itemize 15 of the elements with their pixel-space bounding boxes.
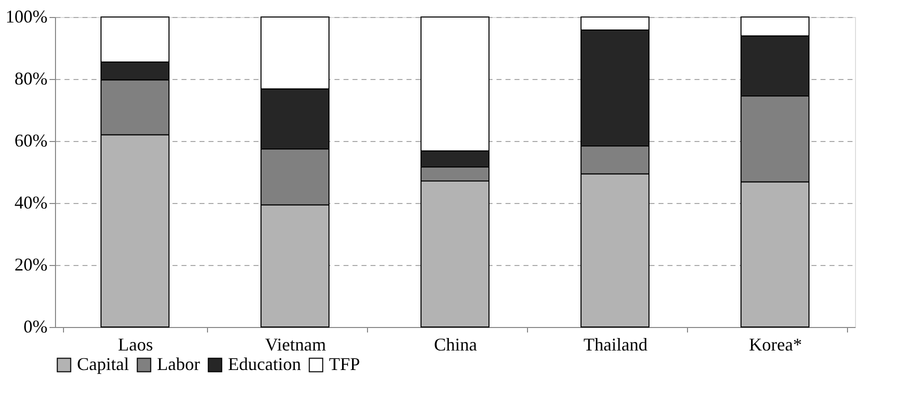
x-tick-label: Vietnam: [265, 334, 326, 354]
y-tick-label: 80%: [14, 68, 48, 88]
x-tick-label: China: [434, 334, 478, 354]
legend-label: Capital: [77, 354, 129, 374]
y-tick-label: 20%: [14, 254, 48, 274]
legend-label: Labor: [157, 354, 200, 374]
x-tick-label: Korea*: [749, 334, 802, 354]
y-tick-label: 0%: [24, 316, 48, 336]
y-tick-label: 40%: [14, 192, 48, 212]
legend-label: TFP: [329, 354, 360, 374]
x-tick-label: Laos: [118, 334, 153, 354]
legend-label: Education: [228, 354, 301, 374]
y-tick-label: 100%: [6, 6, 48, 26]
x-tick-label: Thailand: [584, 334, 648, 354]
y-tick-label: 60%: [14, 130, 48, 150]
